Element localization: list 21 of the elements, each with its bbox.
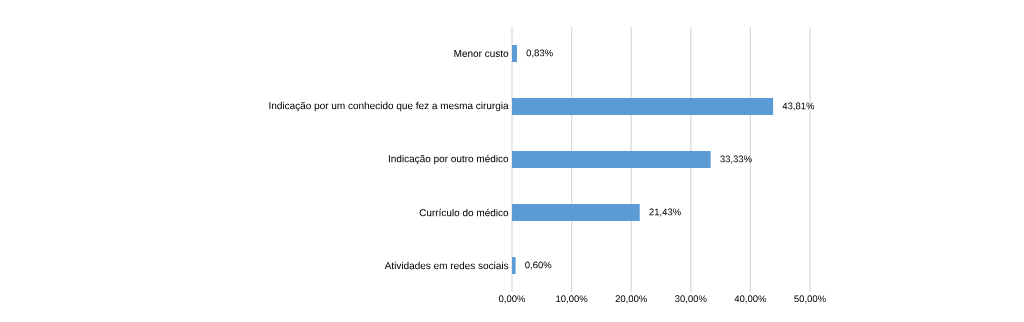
- x-tick-label: 30,00%: [675, 295, 707, 304]
- x-tick-label: 50,00%: [794, 295, 826, 304]
- data-label: 43,81%: [782, 102, 815, 111]
- bar: [512, 45, 517, 62]
- x-tick-label: 20,00%: [615, 295, 647, 304]
- data-label: 0,83%: [526, 49, 553, 58]
- bar: [512, 98, 774, 115]
- data-label: 21,43%: [649, 208, 681, 217]
- bar: [512, 257, 516, 274]
- bar: [512, 204, 640, 221]
- y-tick-label: Menor custo: [454, 50, 509, 57]
- x-tick-label: 0,00%: [498, 295, 526, 304]
- y-tick-label: Atividades em redes sociais: [384, 261, 509, 270]
- data-label: 0,60%: [525, 261, 552, 270]
- y-tick-label: Indicação por um conhecido que fez a mesma cirurgia: [269, 101, 509, 112]
- bar: [512, 151, 711, 168]
- y-tick-label: Currículo do médico: [419, 208, 509, 217]
- x-tick-label: 10,00%: [556, 295, 588, 304]
- data-label: 33,33%: [720, 155, 752, 164]
- y-tick-label: Indicação por outro médico: [388, 154, 509, 165]
- x-tick-label: 40,00%: [734, 295, 767, 304]
